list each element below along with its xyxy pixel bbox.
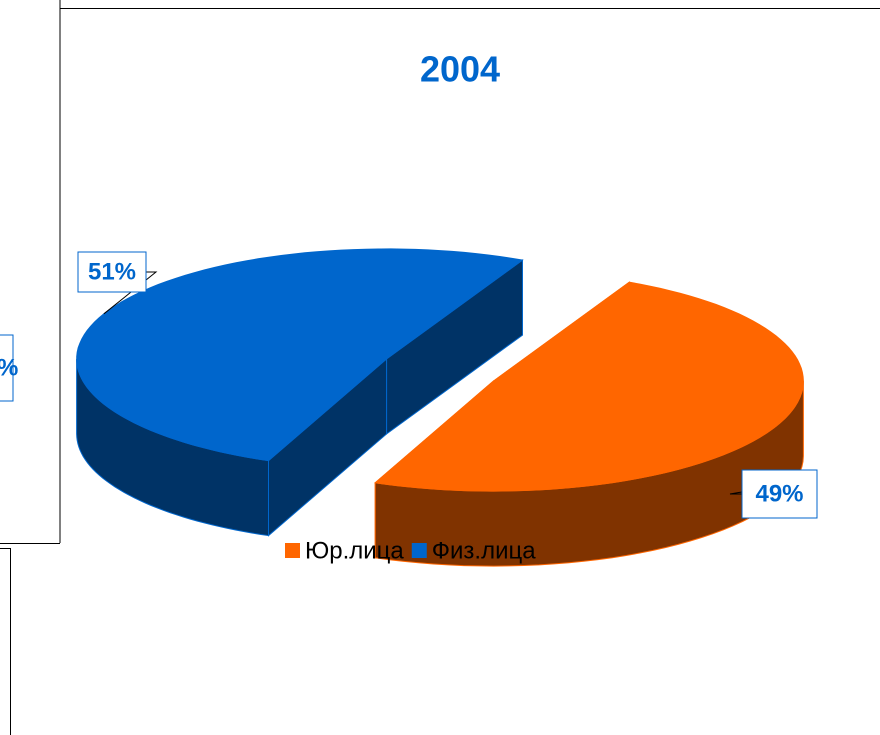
legend-swatch	[411, 543, 427, 558]
slice-top	[374, 281, 804, 492]
chart-title: 2004	[420, 49, 500, 90]
legend-label: Физ.лица	[432, 537, 536, 564]
labels: 49% 51%	[77, 251, 818, 519]
pie	[76, 248, 804, 567]
data-label-box	[77, 251, 147, 293]
data-label: 51%	[88, 258, 136, 285]
legend-label: Юр.лица	[305, 537, 404, 564]
data-label-box	[741, 469, 818, 519]
legend-swatch	[285, 543, 300, 558]
leader-line	[103, 271, 158, 315]
clipped-label-box	[0, 334, 14, 402]
data-label: 49%	[755, 480, 803, 507]
clipped-label: %	[0, 354, 18, 381]
